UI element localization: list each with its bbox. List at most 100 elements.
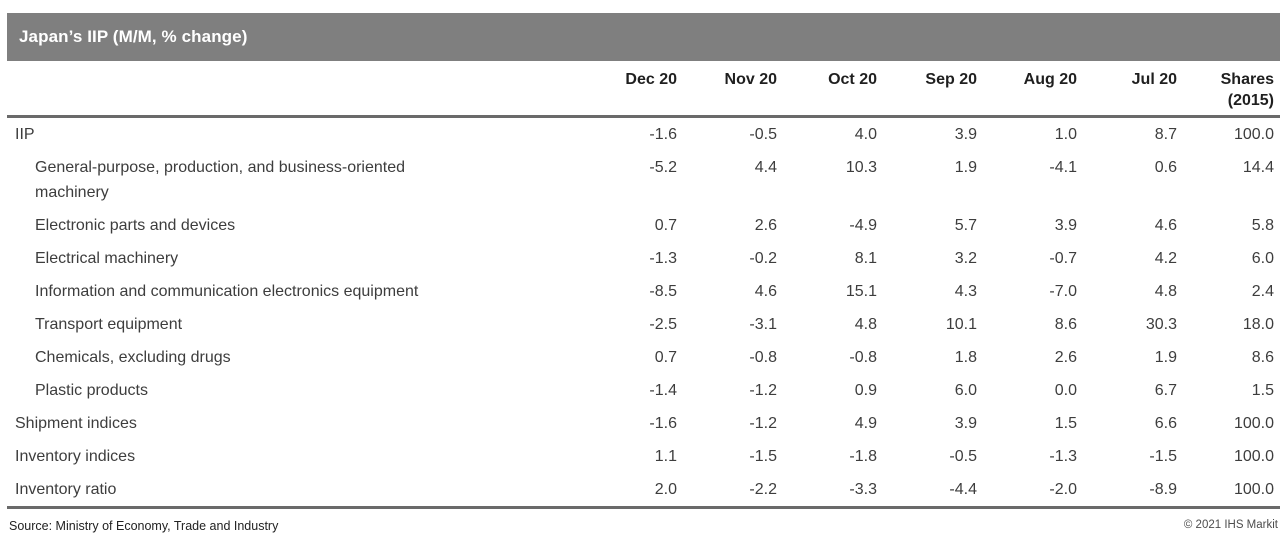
- column-header-aug-20: Aug 20: [1023, 71, 1077, 88]
- value-cell: 0.7: [654, 349, 677, 366]
- value-cell: -1.5: [1149, 448, 1177, 465]
- value-cell: 0.0: [1054, 382, 1077, 399]
- value-cell: -1.2: [749, 415, 777, 432]
- value-cell: 5.8: [1251, 217, 1274, 234]
- value-cell: -4.1: [1049, 159, 1077, 176]
- row-label-column-header: [7, 61, 583, 117]
- value-cell: -0.2: [749, 250, 777, 267]
- value-cell: 100.0: [1233, 415, 1274, 432]
- table-body: IIP -1.6 -0.5 4.0 3.9 1.0 8.7 100.0 General-purp…: [7, 117, 1280, 508]
- value-cell: 1.8: [954, 349, 977, 366]
- value-cell: 0.6: [1154, 159, 1177, 176]
- table-title: Japan’s IIP (M/M, % change): [19, 27, 248, 46]
- column-header-dec-20: Dec 20: [625, 71, 677, 88]
- value-cell: 2.6: [754, 217, 777, 234]
- value-cell: 6.6: [1154, 415, 1177, 432]
- header-row: Dec 20 Nov 20 Oct 20 Sep 20 Aug 20 Jul 20 Shar…: [7, 61, 1280, 117]
- value-cell: 4.0: [854, 126, 877, 143]
- value-cell: 1.5: [1054, 415, 1077, 432]
- row-label: Shipment indices: [15, 415, 137, 432]
- value-cell: -8.5: [649, 283, 677, 300]
- row-label-cell: Electronic parts and devices: [7, 209, 583, 242]
- value-cell: 4.2: [1154, 250, 1177, 267]
- value-cell: -1.8: [849, 448, 877, 465]
- value-cell: -1.2: [749, 382, 777, 399]
- value-cell: 4.6: [754, 283, 777, 300]
- value-cell: 100.0: [1233, 448, 1274, 465]
- value-cell: 6.0: [1251, 250, 1274, 267]
- row-label-cell: Electrical machinery: [7, 242, 583, 275]
- value-cell: 1.9: [954, 159, 977, 176]
- value-cell: -1.5: [749, 448, 777, 465]
- row-label-cell: Information and communication electronic…: [7, 275, 583, 308]
- value-cell: 6.0: [954, 382, 977, 399]
- value-cell: -1.6: [649, 126, 677, 143]
- value-cell: -4.9: [849, 217, 877, 234]
- value-cell: 14.4: [1242, 159, 1274, 176]
- table-row-information-and-communication-electronics-equipment: Information and communication electronic…: [7, 275, 1280, 308]
- value-cell: 1.0: [1054, 126, 1077, 143]
- table-row-electronic-parts-and-devices: Electronic parts and devices 0.7 2.6 -4.9 5.…: [7, 209, 1280, 242]
- value-cell: 4.6: [1154, 217, 1177, 234]
- value-cell: 2.4: [1251, 283, 1274, 300]
- value-cell: 3.9: [1054, 217, 1077, 234]
- table-row-iip: IIP -1.6 -0.5 4.0 3.9 1.0 8.7 100.0: [7, 117, 1280, 152]
- value-cell: -4.4: [949, 481, 977, 498]
- row-label: Transport equipment: [35, 316, 183, 333]
- column-header-oct-20: Oct 20: [828, 71, 877, 88]
- table-title-bar: Japan’s IIP (M/M, % change): [7, 13, 1280, 61]
- table-row-general-purpose-production-and-business-oriented-machinery: General-purpose, production, and busines…: [7, 151, 1280, 209]
- value-cell: 100.0: [1233, 126, 1274, 143]
- table-header: Dec 20 Nov 20 Oct 20 Sep 20 Aug 20 Jul 20 Shar…: [7, 61, 1280, 117]
- row-label-cell: Transport equipment: [7, 308, 583, 341]
- value-cell: 6.7: [1154, 382, 1177, 399]
- value-cell: 15.1: [845, 283, 877, 300]
- table-row-electrical-machinery: Electrical machinery -1.3 -0.2 8.1 3.2 -0.7 4.…: [7, 242, 1280, 275]
- row-label: Electrical machinery: [35, 250, 179, 267]
- value-cell: -1.3: [1049, 448, 1077, 465]
- value-cell: -3.1: [749, 316, 777, 333]
- value-cell: -1.6: [649, 415, 677, 432]
- value-cell: -3.3: [849, 481, 877, 498]
- table-footer: Source: Ministry of Economy, Trade and I…: [7, 509, 1280, 533]
- value-cell: 18.0: [1242, 316, 1274, 333]
- value-cell: 3.9: [954, 126, 977, 143]
- value-cell: 8.6: [1251, 349, 1274, 366]
- row-label: Plastic products: [35, 382, 148, 399]
- value-cell: -0.8: [849, 349, 877, 366]
- value-cell: -5.2: [649, 159, 677, 176]
- table-row-inventory-indices: Inventory indices 1.1 -1.5 -1.8 -0.5 -1.3 -1.5…: [7, 440, 1280, 473]
- table-row-chemicals-excluding-drugs: Chemicals, excluding drugs 0.7 -0.8 -0.8 1.8…: [7, 341, 1280, 374]
- value-cell: -0.8: [749, 349, 777, 366]
- row-label-cell: Inventory ratio: [7, 473, 583, 508]
- copyright-note: © 2021 IHS Markit: [1183, 519, 1278, 531]
- column-header-nov-20: Nov 20: [724, 71, 777, 88]
- column-header-shares-2015: Shares (2015): [1220, 71, 1274, 109]
- value-cell: -7.0: [1049, 283, 1077, 300]
- value-cell: -0.5: [749, 126, 777, 143]
- row-label: IIP: [15, 126, 35, 143]
- value-cell: -0.7: [1049, 250, 1077, 267]
- value-cell: 2.6: [1054, 349, 1077, 366]
- value-cell: 0.9: [854, 382, 877, 399]
- row-label-cell: Chemicals, excluding drugs: [7, 341, 583, 374]
- value-cell: 3.2: [954, 250, 977, 267]
- row-label-cell: IIP: [7, 117, 583, 152]
- value-cell: 0.7: [654, 217, 677, 234]
- table-row-transport-equipment: Transport equipment -2.5 -3.1 4.8 10.1 8.6 30.…: [7, 308, 1280, 341]
- value-cell: 8.7: [1154, 126, 1177, 143]
- row-label-cell: Shipment indices: [7, 407, 583, 440]
- value-cell: 4.8: [854, 316, 877, 333]
- table-row-shipment-indices: Shipment indices -1.6 -1.2 4.9 3.9 1.5 6.6 100.…: [7, 407, 1280, 440]
- value-cell: -1.3: [649, 250, 677, 267]
- value-cell: -2.2: [749, 481, 777, 498]
- row-label-cell: Plastic products: [7, 374, 583, 407]
- value-cell: 10.1: [945, 316, 977, 333]
- value-cell: 4.4: [754, 159, 777, 176]
- iip-table-figure: Japan’s IIP (M/M, % change) Dec 20 Nov 20…: [7, 13, 1280, 533]
- value-cell: 1.5: [1251, 382, 1274, 399]
- row-label: Information and communication electronic…: [35, 283, 419, 300]
- source-note: Source: Ministry of Economy, Trade and I…: [9, 519, 279, 533]
- value-cell: 2.0: [654, 481, 677, 498]
- value-cell: 4.3: [954, 283, 977, 300]
